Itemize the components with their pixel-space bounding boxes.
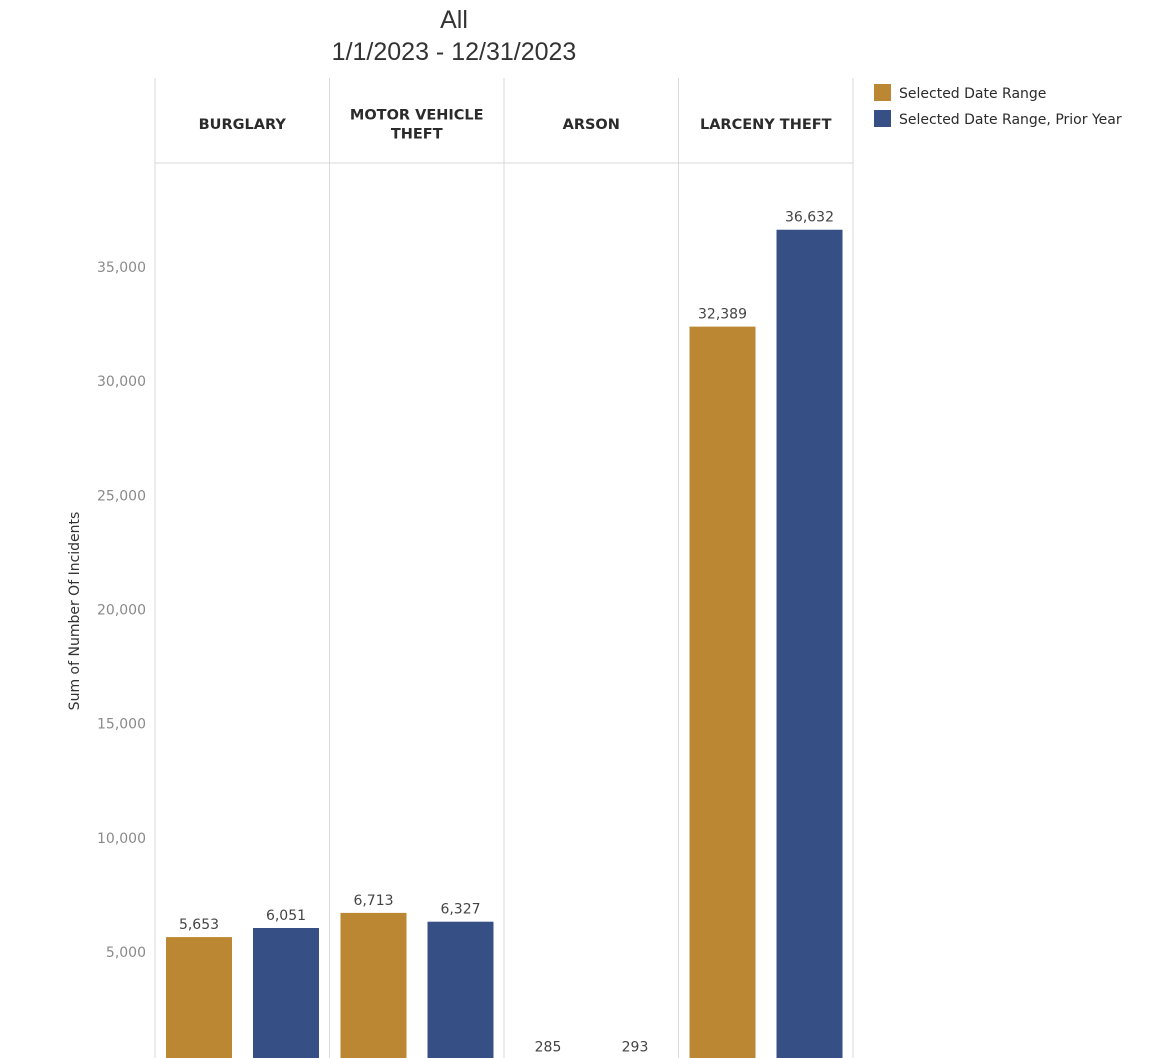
legend-label: Selected Date Range xyxy=(899,86,1046,102)
data-labels: 5,653 6,713 285 32,389 6,051 6,327 293 36,632 xyxy=(179,210,834,1056)
bar xyxy=(340,912,407,1058)
category-header: THEFT xyxy=(391,127,443,143)
category-headers: BURGLARY MOTOR VEHICLE THEFT ARSON LARCENY T… xyxy=(199,108,832,143)
y-tick-label: 25,000 xyxy=(97,488,146,504)
y-tick-label: 30,000 xyxy=(97,374,146,390)
category-header: BURGLARY xyxy=(199,117,287,133)
category-header: LARCENY THEFT xyxy=(700,117,832,133)
bar xyxy=(776,229,843,1058)
data-label: 32,389 xyxy=(698,307,747,323)
data-label: 6,327 xyxy=(440,902,480,918)
data-label: 36,632 xyxy=(785,210,834,226)
legend-swatch xyxy=(874,84,891,101)
y-tick-label: 20,000 xyxy=(97,603,146,619)
data-label: 293 xyxy=(622,1039,649,1055)
chart-title-line: 1/1/2023 - 12/31/2023 xyxy=(332,38,577,66)
y-tick-label: 5,000 xyxy=(106,945,146,961)
legend: Selected Date Range Selected Date Range, … xyxy=(874,84,1122,128)
panel-grid xyxy=(154,78,854,1058)
data-label: 5,653 xyxy=(179,917,219,933)
category-header: ARSON xyxy=(563,117,620,133)
legend-label: Selected Date Range, Prior Year xyxy=(899,112,1122,128)
chart-title-line: All xyxy=(440,6,468,34)
data-label: 285 xyxy=(535,1040,562,1056)
data-label: 6,051 xyxy=(266,908,306,924)
y-tick-label: 10,000 xyxy=(97,831,146,847)
bar xyxy=(253,928,319,1058)
bar xyxy=(427,921,494,1058)
legend-swatch xyxy=(874,110,891,127)
bars xyxy=(166,229,843,1058)
category-header: MOTOR VEHICLE xyxy=(350,108,484,124)
bar xyxy=(166,937,232,1058)
bar xyxy=(689,326,756,1058)
y-axis-title: Sum of Number Of Incidents xyxy=(67,512,83,711)
data-label: 6,713 xyxy=(353,893,393,909)
y-tick-label: 35,000 xyxy=(97,260,146,276)
chart-title: All 1/1/2023 - 12/31/2023 xyxy=(332,6,577,66)
y-axis: 5,000 10,000 15,000 20,000 25,000 30,000 35,00… xyxy=(67,260,146,961)
y-tick-label: 15,000 xyxy=(97,717,146,733)
